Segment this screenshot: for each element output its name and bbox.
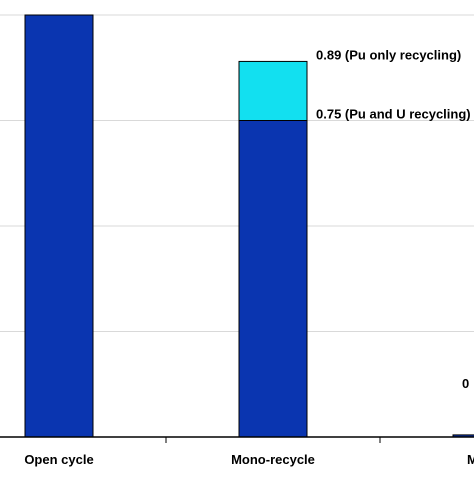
- data-label: 0.89 (Pu only recycling): [316, 47, 461, 62]
- x-axis: [0, 436, 474, 443]
- bar-base-2: [452, 434, 474, 438]
- bar-base-1: [238, 120, 308, 438]
- x-tick-label: Mono-recycle: [231, 452, 315, 467]
- labels: Open cycle Mono-recycle Multi 0.89 (Pu only…: [24, 47, 474, 467]
- data-label: 0.75 (Pu and U recycling): [316, 107, 471, 122]
- x-tick-label: Multi: [467, 452, 474, 467]
- data-label: 0: [462, 376, 469, 391]
- x-tick-label: Open cycle: [24, 452, 93, 467]
- bar-base-0: [24, 14, 94, 438]
- bar-stack-1: [238, 60, 308, 121]
